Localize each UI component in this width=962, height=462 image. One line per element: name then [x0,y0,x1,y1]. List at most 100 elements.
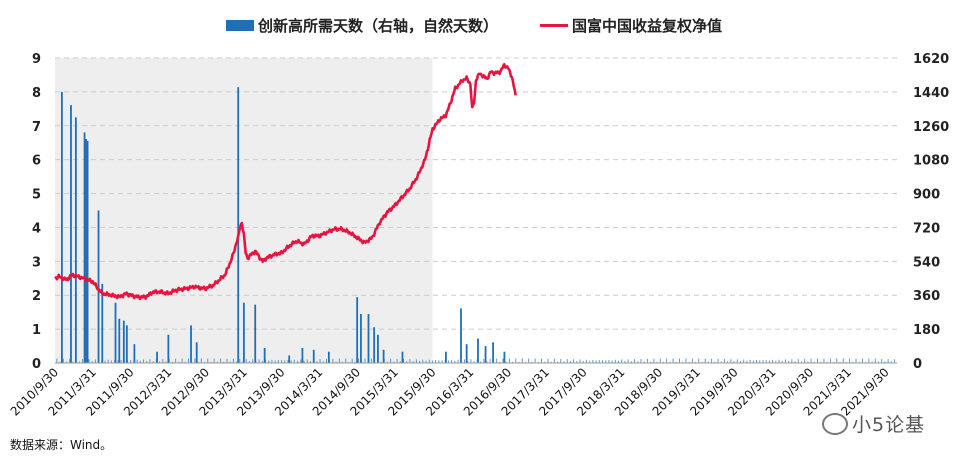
bar [457,359,459,363]
bar [794,361,796,363]
bar [263,347,266,363]
bar [637,361,639,363]
left-axis-tick-label: 7 [32,120,41,135]
bar [287,359,289,363]
bar [807,361,809,363]
bar [354,361,356,363]
bar [465,344,468,363]
bar [884,361,886,363]
bar [309,361,311,363]
bar [191,361,193,363]
bar-series [56,87,896,363]
bar [679,358,681,363]
bar [563,361,565,363]
bar [329,361,331,363]
bar [327,351,330,363]
bar [871,361,873,363]
bar [133,360,135,363]
bar [356,297,359,363]
bar [242,361,244,363]
bar [284,360,286,363]
bar [370,358,372,363]
bar [75,358,77,363]
bar [582,360,584,363]
bar [467,361,469,363]
bar [133,344,136,363]
bar [541,358,543,363]
bar [338,358,340,363]
bar [181,358,183,363]
bar [335,361,337,363]
bar [666,358,668,363]
bar [313,359,315,363]
bar [598,360,600,363]
bar [473,361,475,363]
bar [83,132,86,363]
bar [268,360,270,363]
bar [817,358,819,363]
bar [861,358,863,363]
watermark: 小5论基 [822,410,925,437]
bar [518,361,520,363]
bar [717,358,719,363]
right-axis-tick-label: 180 [913,323,940,338]
legend-item-bars: 创新高所需天数（右轴，自然天数） [226,14,498,38]
bar [390,358,392,363]
bar [515,358,517,363]
bar [752,360,754,363]
bar [56,358,58,363]
bar [688,361,690,363]
bar [714,361,716,363]
bar [547,358,549,363]
bar [425,360,427,363]
bar [60,91,63,363]
bar [97,210,100,363]
right-axis-tick-label: 0 [913,357,922,372]
bar [162,358,164,363]
bar [489,358,491,363]
bar [382,349,385,363]
bar [768,360,770,363]
bar [492,342,494,363]
wechat-icon [822,412,848,435]
bar [419,360,421,363]
bar [122,320,125,363]
left-axis-tick-label: 4 [32,221,41,236]
bar [69,358,71,363]
bar [255,360,257,363]
bar [123,360,125,363]
bar [396,358,398,363]
bar [858,361,860,363]
bar [746,360,748,363]
bar [236,361,238,363]
bar [685,358,687,363]
bar [566,359,568,363]
bar [62,358,64,363]
bar [438,360,440,363]
bar [239,358,241,363]
bar [136,359,138,363]
right-axis-tick-label: 1440 [913,86,949,101]
bar [662,361,664,363]
bar [248,361,250,363]
left-axis-tick-label: 3 [32,255,41,270]
bar [512,361,514,363]
bar [614,359,616,363]
bar [813,361,815,363]
bar [207,358,209,363]
bar [290,360,292,363]
bar [155,359,157,363]
bar [576,360,578,363]
bar [271,359,273,363]
bar [223,361,225,363]
bar [839,361,841,363]
bar [669,361,671,363]
bar [534,358,536,363]
bar [213,358,215,363]
bar [711,358,713,363]
bar [463,359,465,363]
bar [585,359,587,363]
bar [401,351,404,363]
bar [772,359,774,363]
bar [316,361,318,363]
